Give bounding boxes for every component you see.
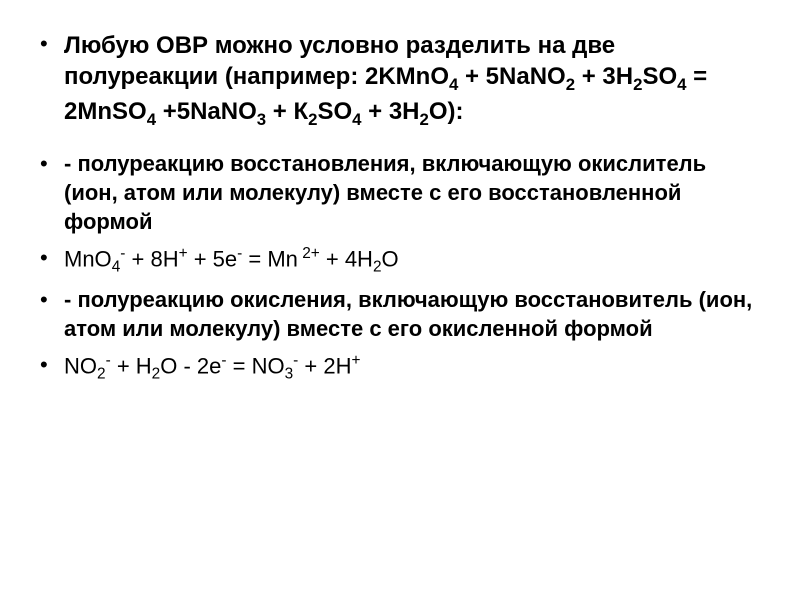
bullet-marker: • bbox=[40, 30, 64, 59]
bullet-item: •- полуреакцию восстановления, включающу… bbox=[40, 150, 760, 236]
bullet-text: - полуреакцию окисления, включающую восс… bbox=[64, 286, 760, 343]
spacer bbox=[40, 138, 760, 150]
bullet-text: Любую ОВР можно условно разделить на две… bbox=[64, 30, 760, 130]
bullet-text: NO2- + H2O - 2e- = NO3- + 2H+ bbox=[64, 351, 760, 385]
bullet-marker: • bbox=[40, 286, 64, 315]
bullet-item: •- полуреакцию окисления, включающую вос… bbox=[40, 286, 760, 343]
bullet-text: - полуреакцию восстановления, включающую… bbox=[64, 150, 760, 236]
bullet-item: •MnO4- + 8H+ + 5e- = Mn 2+ + 4H2O bbox=[40, 244, 760, 278]
bullet-marker: • bbox=[40, 244, 64, 273]
bullet-item: •Любую ОВР можно условно разделить на дв… bbox=[40, 30, 760, 130]
bullet-marker: • bbox=[40, 150, 64, 179]
bullet-item: •NO2- + H2O - 2e- = NO3- + 2H+ bbox=[40, 351, 760, 385]
bullet-text: MnO4- + 8H+ + 5e- = Mn 2+ + 4H2O bbox=[64, 244, 760, 278]
slide-container: •Любую ОВР можно условно разделить на дв… bbox=[40, 30, 760, 385]
bullet-marker: • bbox=[40, 351, 64, 380]
